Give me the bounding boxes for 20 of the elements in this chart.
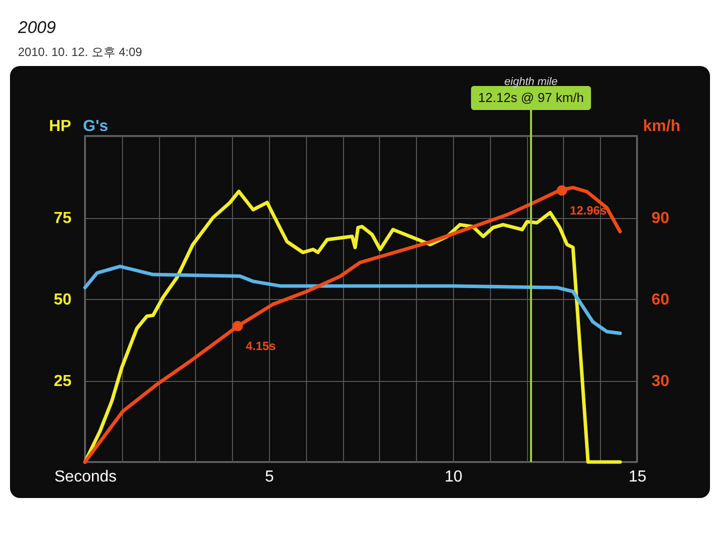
x-tick-label: Seconds — [54, 468, 117, 486]
y2-tick-label: 60 — [652, 292, 670, 308]
chart-subtitle: 2009 — [18, 18, 57, 38]
y-tick-label: 75 — [54, 210, 72, 227]
text: 2010. 10. 12. 오후 4:09 — [18, 44, 142, 61]
y2-tick-label: 90 — [652, 210, 670, 227]
y-tick-label: 50 — [54, 292, 72, 308]
text: G's — [83, 118, 108, 135]
text: HP — [49, 118, 72, 135]
x-tick-label: 5 — [265, 468, 274, 486]
x-tick-label: 15 — [628, 468, 646, 486]
x-tick-label: 10 — [444, 468, 462, 486]
annotation: 4.15s — [246, 339, 276, 354]
text: 12.12s @ 97 km/h — [478, 90, 584, 105]
line-series — [83, 264, 622, 335]
y2-tick-label: 30 — [652, 373, 670, 390]
annotation: 12.96s — [570, 203, 607, 218]
ref-line-label: eighth mile — [504, 76, 558, 88]
y-tick-label: 25 — [54, 373, 72, 390]
text: km/h — [643, 118, 680, 135]
